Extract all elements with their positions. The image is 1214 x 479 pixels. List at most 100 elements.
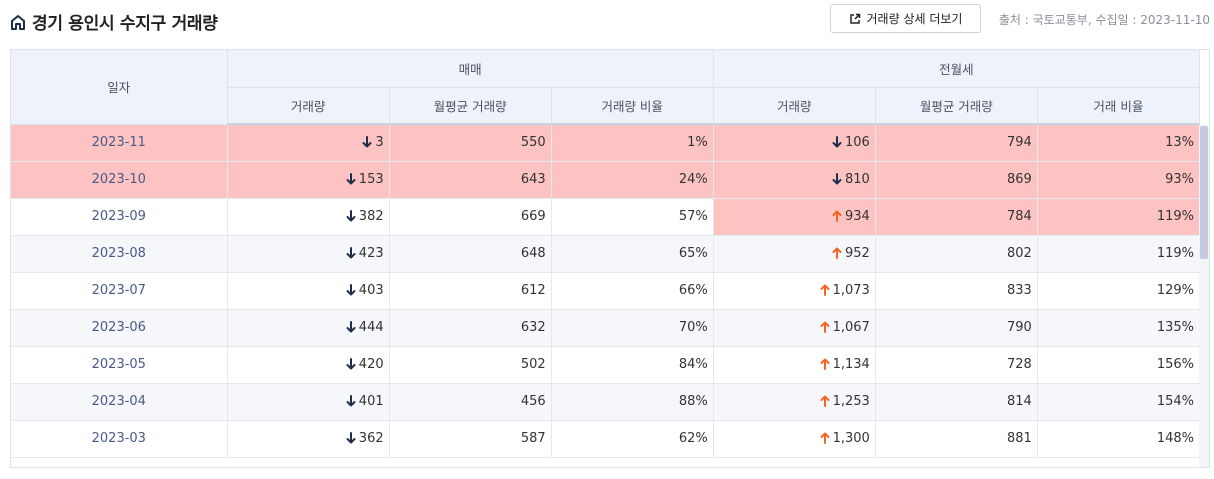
rent-volume-cell-value: 1,300 [832,431,870,446]
rent-ratio-cell: 13% [1037,124,1201,162]
page-title: 경기 용인시 수지구 거래량 [32,14,218,34]
date-cell-value: 2023-07 [91,283,146,298]
sale-average-cell: 502 [389,346,552,384]
sale-ratio-cell: 65% [551,235,714,273]
sale-ratio-cell: 1% [551,124,714,162]
table-body: 2023-11 3 550 1% 106 794 13% 2023-10 153 643 24% 81… [11,124,1201,458]
date-cell: 2023-03 [11,420,228,458]
rent-ratio-cell: 129% [1037,272,1201,310]
sale-volume-cell: 153 [227,161,390,199]
sale-ratio-cell-value: 70% [678,320,708,335]
rent-ratio-cell-value: 93% [1165,172,1194,187]
date-column-header: 일자 [11,50,228,125]
sale-average-cell: 456 [389,383,552,421]
arrow-down-icon [346,321,356,333]
date-cell-value: 2023-06 [91,320,146,335]
vertical-scrollbar[interactable] [1199,125,1209,467]
scrollbar-thumb[interactable] [1200,126,1208,259]
date-cell-value: 2023-09 [91,209,146,224]
sale-average-header: 월평균 거래량 [389,87,552,125]
arrow-up-icon [820,284,830,296]
sale-average-cell-value: 587 [520,431,546,446]
external-link-icon [849,13,860,24]
rent-average-cell: 869 [875,161,1038,199]
rent-volume-cell: 934 [713,198,876,236]
rent-average-cell-value: 728 [1007,357,1032,372]
sale-ratio-cell-value: 24% [678,172,708,187]
rent-average-cell: 833 [875,272,1038,310]
sale-average-cell-value: 632 [520,320,546,335]
arrow-up-icon [820,432,830,444]
rent-ratio-cell: 135% [1037,309,1201,347]
rent-average-cell: 802 [875,235,1038,273]
arrow-down-icon [346,358,356,370]
sale-average-cell: 612 [389,272,552,310]
sale-volume-cell: 362 [227,420,390,458]
sale-average-cell-value: 550 [520,135,546,151]
sale-volume-cell-value: 403 [358,283,384,298]
table-row: 2023-03 362 587 62% 1,300 881 148% [11,420,1201,458]
table-header: 일자 매매 전월세 거래량 월평균 거래량 거래량 비율 거래량 월평균 거래량… [11,50,1201,125]
rent-ratio-cell-value: 119% [1156,246,1194,261]
table-row: 2023-04 401 456 88% 1,253 814 154% [11,383,1201,421]
table-row: 2023-06 444 632 70% 1,067 790 135% [11,309,1201,347]
rent-volume-cell-value: 106 [844,135,870,151]
rent-ratio-cell: 93% [1037,161,1201,199]
date-cell-value: 2023-08 [91,246,146,261]
sale-ratio-cell: 84% [551,346,714,384]
rent-volume-cell: 1,067 [713,309,876,347]
sale-volume-cell-value: 153 [358,172,384,187]
rent-volume-cell: 1,073 [713,272,876,310]
view-details-button[interactable]: 거래량 상세 더보기 [830,4,981,33]
sale-ratio-cell: 57% [551,198,714,236]
rent-average-header: 월평균 거래량 [875,87,1038,125]
rent-ratio-cell-value: 148% [1156,431,1194,446]
sale-group-header: 매매 [227,50,714,88]
sale-ratio-cell-value: 57% [678,209,708,224]
rent-volume-cell: 1,134 [713,346,876,384]
rent-volume-cell-value: 1,067 [832,320,870,335]
view-details-label: 거래량 상세 더보기 [866,12,963,26]
table-row: 2023-05 420 502 84% 1,134 728 156% [11,346,1201,384]
arrow-up-icon [820,395,830,407]
sale-ratio-cell: 70% [551,309,714,347]
arrow-down-icon [346,284,356,296]
arrow-down-icon [346,210,356,222]
date-cell-value: 2023-05 [91,357,146,372]
sale-average-cell: 632 [389,309,552,347]
transaction-table-container[interactable]: 일자 매매 전월세 거래량 월평균 거래량 거래량 비율 거래량 월평균 거래량… [10,49,1210,468]
arrow-down-icon [832,136,842,148]
rent-average-cell-value: 790 [1007,320,1032,335]
sale-volume-cell: 420 [227,346,390,384]
sale-volume-cell-value: 382 [358,209,384,224]
sale-ratio-cell: 24% [551,161,714,199]
sale-volume-cell-value: 401 [358,394,384,409]
rent-volume-header: 거래량 [713,87,876,125]
rent-ratio-cell-value: 119% [1156,209,1194,224]
sale-volume-cell: 423 [227,235,390,273]
date-cell-value: 2023-11 [91,135,146,150]
sale-average-cell-value: 456 [520,394,546,409]
sale-average-cell: 669 [389,198,552,236]
rent-volume-cell-value: 810 [844,172,870,187]
title-group: 경기 용인시 수지구 거래량 [10,9,218,34]
sale-volume-cell: 382 [227,198,390,236]
rent-average-cell-value: 802 [1007,246,1032,261]
arrow-down-icon [832,173,842,185]
rent-volume-cell: 106 [713,124,876,162]
rent-ratio-cell-value: 135% [1156,320,1194,335]
rent-volume-cell-value: 1,253 [832,394,870,409]
sale-ratio-header: 거래량 비율 [551,87,714,125]
rent-average-cell-value: 833 [1007,283,1032,298]
sale-average-cell-value: 612 [520,283,546,298]
arrow-down-icon [346,395,356,407]
arrow-up-icon [832,210,842,222]
arrow-up-icon [820,358,830,370]
table-row: 2023-10 153 643 24% 810 869 93% [11,161,1201,199]
sale-volume-cell: 3 [227,124,390,162]
sale-average-cell-value: 502 [520,357,546,372]
arrow-up-icon [820,321,830,333]
date-cell-value: 2023-03 [91,431,146,446]
sale-volume-cell-value: 362 [358,431,384,446]
arrow-down-icon [362,136,372,148]
